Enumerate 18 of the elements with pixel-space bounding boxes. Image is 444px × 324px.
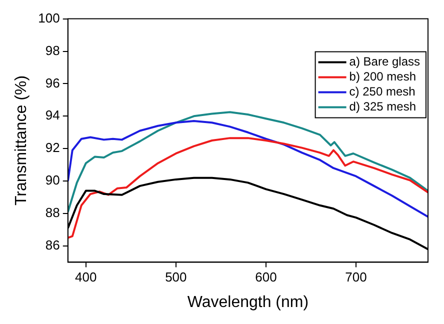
x-axis-title: Wavelength (nm) (187, 294, 309, 311)
y-tick-label: 88 (45, 205, 60, 220)
x-tick-label: 500 (165, 270, 187, 285)
y-tick-label: 92 (45, 140, 60, 156)
legend-label: d) 325 mesh (349, 100, 416, 114)
legend-label: a) Bare glass (349, 54, 420, 69)
y-tick-label: 98 (45, 42, 60, 58)
legend-label: b) 200 mesh (349, 70, 416, 84)
y-axis-title: Transmittance (%) (13, 75, 30, 206)
y-tick-label: 90 (45, 172, 60, 188)
x-tick-label: 400 (75, 270, 97, 285)
y-tick-label: 100 (38, 10, 60, 26)
legend-label: c) 250 mesh (349, 84, 416, 99)
x-tick-label: 600 (255, 270, 277, 285)
y-tick-label: 96 (45, 75, 60, 90)
y-tick-label: 86 (45, 238, 60, 253)
y-tick-label: 94 (45, 108, 60, 123)
x-tick-label: 700 (345, 270, 367, 285)
